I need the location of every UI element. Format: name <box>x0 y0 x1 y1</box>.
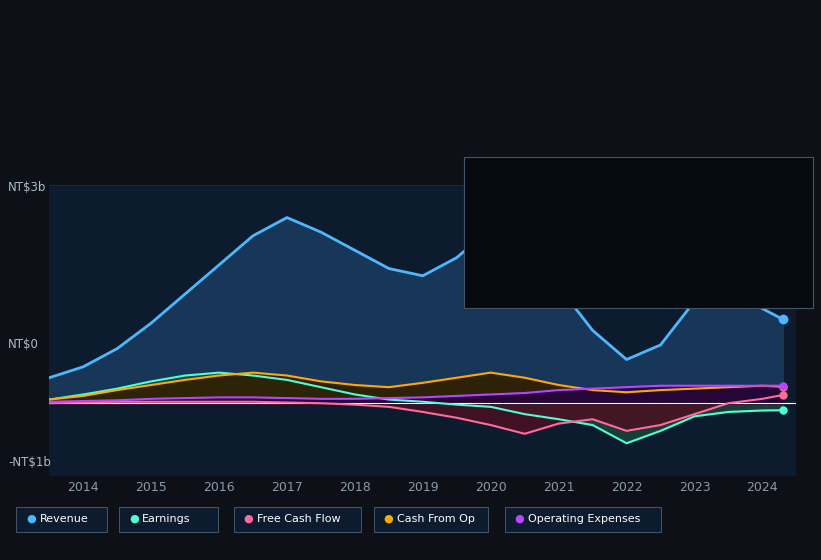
Text: ●: ● <box>244 514 254 524</box>
Text: ●: ● <box>129 514 139 524</box>
Text: ●: ● <box>515 514 525 524</box>
Text: /yr: /yr <box>702 223 717 233</box>
Text: NT$225.196m: NT$225.196m <box>608 244 695 254</box>
Text: /yr: /yr <box>702 265 717 276</box>
Text: NT$1.152b: NT$1.152b <box>608 180 676 190</box>
Text: Revenue: Revenue <box>474 180 522 190</box>
Text: NT$3b: NT$3b <box>8 181 47 194</box>
Text: ●: ● <box>26 514 36 524</box>
Text: /yr: /yr <box>702 202 717 212</box>
Text: -NT$1b: -NT$1b <box>8 455 51 469</box>
Text: Operating Expenses: Operating Expenses <box>474 265 586 276</box>
Text: ●: ● <box>383 514 393 524</box>
Text: Free Cash Flow: Free Cash Flow <box>474 223 557 233</box>
Text: Earnings: Earnings <box>474 202 522 212</box>
Text: /yr: /yr <box>702 244 717 254</box>
Text: Cash From Op: Cash From Op <box>474 244 552 254</box>
Text: Earnings: Earnings <box>142 514 190 524</box>
Text: Cash From Op: Cash From Op <box>397 514 475 524</box>
Text: Operating Expenses: Operating Expenses <box>528 514 640 524</box>
Text: -NT$97.115m: -NT$97.115m <box>608 202 691 212</box>
Text: profit margin: profit margin <box>642 214 718 224</box>
Text: -8.4%: -8.4% <box>608 214 643 224</box>
Text: Revenue: Revenue <box>39 514 88 524</box>
Text: NT$241.178m: NT$241.178m <box>608 265 695 276</box>
Text: /yr: /yr <box>702 180 717 190</box>
Text: NT$0: NT$0 <box>8 338 39 351</box>
Text: Jun 30 2024: Jun 30 2024 <box>474 162 557 175</box>
Text: Free Cash Flow: Free Cash Flow <box>257 514 341 524</box>
Text: NT$113.267m: NT$113.267m <box>608 223 695 233</box>
